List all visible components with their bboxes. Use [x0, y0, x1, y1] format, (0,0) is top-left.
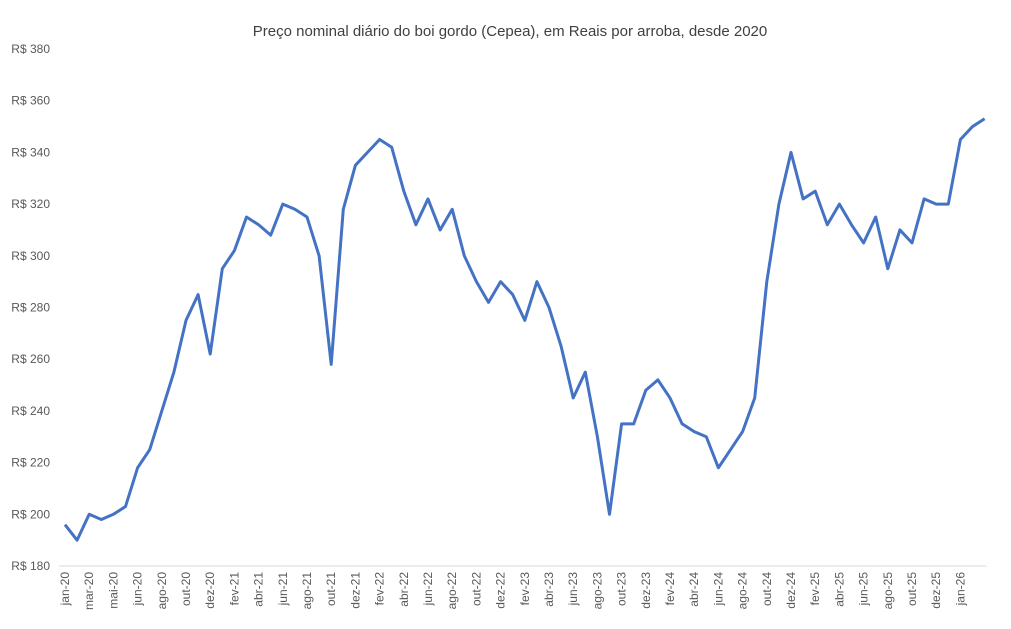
x-tick-label: abr-22: [397, 572, 411, 607]
y-tick-label: R$ 200: [11, 507, 50, 521]
x-tick-label: jun-25: [857, 572, 871, 607]
x-tick-label: abr-23: [542, 572, 556, 607]
x-tick-label: dez-21: [348, 572, 362, 609]
x-tick-label: out-23: [615, 572, 629, 606]
y-tick-label: R$ 340: [11, 145, 50, 159]
x-tick-label: fev-21: [227, 572, 241, 606]
x-tick-label: abr-21: [252, 572, 266, 607]
x-tick-label: mai-20: [106, 572, 120, 609]
x-tick-label: jun-22: [421, 572, 435, 607]
x-tick-label: dez-20: [203, 572, 217, 609]
y-tick-label: R$ 220: [11, 456, 50, 470]
x-tick-label: jun-20: [131, 572, 145, 607]
y-tick-label: R$ 180: [11, 559, 50, 573]
x-tick-label: ago-20: [155, 572, 169, 610]
y-tick-label: R$ 280: [11, 301, 50, 315]
x-tick-label: ago-24: [736, 572, 750, 610]
y-tick-label: R$ 380: [11, 42, 50, 56]
x-tick-label: out-20: [179, 572, 193, 606]
x-tick-label: dez-24: [784, 572, 798, 609]
x-tick-label: out-25: [905, 572, 919, 606]
x-tick-label: jun-23: [566, 572, 580, 607]
x-tick-label: fev-23: [518, 572, 532, 606]
y-tick-label: R$ 360: [11, 94, 50, 108]
x-tick-label: jun-24: [711, 572, 725, 607]
x-tick-label: jun-21: [276, 572, 290, 607]
x-tick-label: jan-26: [953, 572, 967, 607]
x-tick-label: dez-25: [929, 572, 943, 609]
y-tick-label: R$ 300: [11, 249, 50, 263]
x-tick-label: mar-20: [82, 572, 96, 610]
line-series: [63, 117, 986, 542]
x-tick-label: abr-24: [687, 572, 701, 607]
x-tick-label: ago-23: [590, 572, 604, 610]
x-tick-label: out-21: [324, 572, 338, 606]
x-tick-label: out-22: [469, 572, 483, 606]
x-tick-label: dez-22: [494, 572, 508, 609]
x-tick-label: fev-24: [663, 572, 677, 606]
x-tick-label: ago-21: [300, 572, 314, 610]
y-tick-label: R$ 260: [11, 352, 50, 366]
y-tick-label: R$ 320: [11, 197, 50, 211]
x-tick-label: dez-23: [639, 572, 653, 609]
x-tick-label: ago-25: [881, 572, 895, 610]
y-tick-label: R$ 240: [11, 404, 50, 418]
x-tick-label: fev-22: [373, 572, 387, 606]
x-tick-label: fev-25: [808, 572, 822, 606]
chart-title: Preço nominal diário do boi gordo (Cepea…: [253, 23, 767, 40]
x-tick-label: jan-20: [58, 572, 72, 607]
x-tick-label: ago-22: [445, 572, 459, 610]
x-tick-label: abr-25: [832, 572, 846, 607]
x-tick-label: out-24: [760, 572, 774, 606]
